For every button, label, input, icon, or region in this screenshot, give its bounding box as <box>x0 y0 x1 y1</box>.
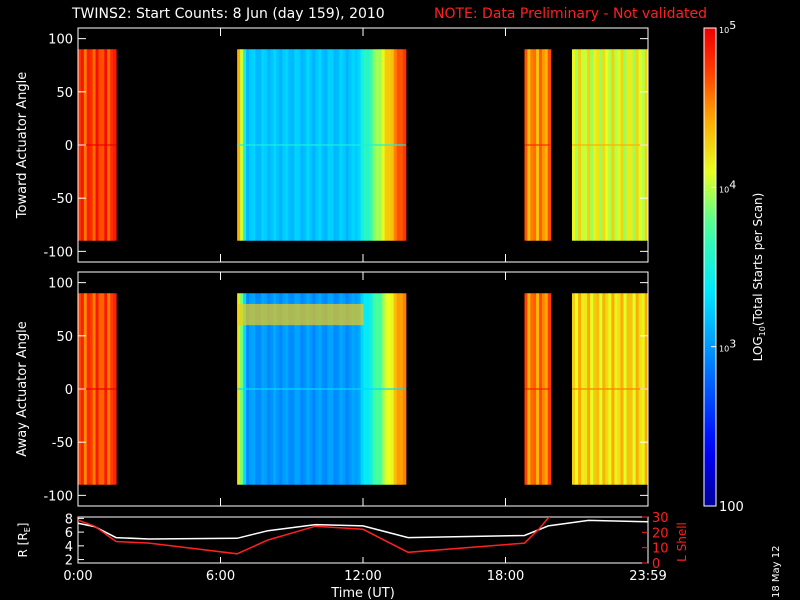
preliminary-note: NOTE: Data Preliminary - Not validated <box>434 6 708 22</box>
y-tick-label: -50 <box>52 192 73 207</box>
y-tick-label: 50 <box>56 86 73 101</box>
left-tick-label: 4 <box>65 540 73 555</box>
right-tick-label: 0 <box>652 557 660 572</box>
y-tick-label: 100 <box>48 33 73 48</box>
left-tick-label: 2 <box>65 554 73 569</box>
colorbar-tick-label: 105 <box>719 19 736 35</box>
y-tick-label: 0 <box>65 383 73 398</box>
y-tick-label: 100 <box>48 277 73 292</box>
toward-panel: 100 50 0 -50 -100 Toward Actuator Angle <box>15 27 649 263</box>
radius-line <box>78 519 648 540</box>
y-axis-label: Away Actuator Angle <box>15 321 30 456</box>
y-tick-label: -100 <box>43 245 73 260</box>
l-shell-line <box>78 517 550 555</box>
y-tick-label: 0 <box>65 139 73 154</box>
right-axis-label: L Shell <box>675 522 689 562</box>
left-tick-label: 6 <box>65 526 73 541</box>
y-axis-label: Toward Actuator Angle <box>15 72 30 219</box>
left-axis-label: R [RE] <box>16 523 32 558</box>
x-tick-label: 12:00 <box>344 569 381 584</box>
right-tick-label: 30 <box>652 511 669 526</box>
y-tick-label: -100 <box>43 489 73 504</box>
colorbar: 105 104 103 100 LOG10(Total Starts per Scan) <box>703 19 767 515</box>
page-title: TWINS2: Start Counts: 8 Jun (day 159), 2… <box>72 6 385 22</box>
x-tick-label: 0:00 <box>63 569 92 584</box>
y-tick-label: -50 <box>52 436 73 451</box>
x-tick-label: 6:00 <box>206 569 235 584</box>
left-tick-label: 8 <box>65 512 73 527</box>
away-panel: 100 50 0 -50 -100 Away Actuator Angle <box>15 271 649 507</box>
heat-band <box>237 303 364 326</box>
x-axis-label: Time (UT) <box>330 586 395 600</box>
y-tick-label: 50 <box>56 330 73 345</box>
date-stamp: 18 May 12 <box>771 545 782 598</box>
x-tick-label: 18:00 <box>487 569 524 584</box>
colorbar-tick-label: 100 <box>719 500 744 515</box>
colorbar-tick-label: 104 <box>719 178 736 194</box>
colorbar-tick-label: 103 <box>719 338 736 354</box>
right-tick-label: 20 <box>652 526 669 541</box>
right-tick-label: 10 <box>652 542 669 557</box>
colorbar-gradient <box>703 27 717 507</box>
colorbar-label: LOG10(Total Starts per Scan) <box>751 193 767 362</box>
x-tick-label: 23:59 <box>629 569 666 584</box>
